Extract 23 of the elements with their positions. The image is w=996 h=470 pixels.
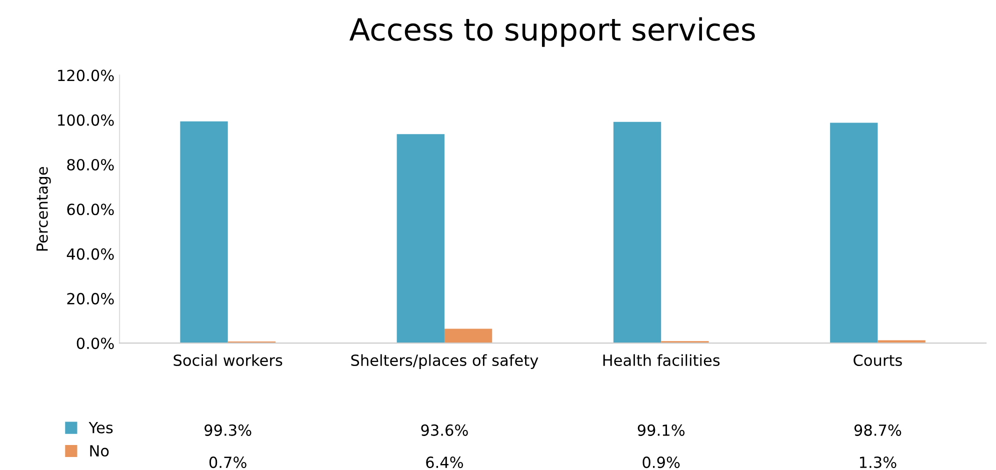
data-label: 6.4%: [426, 456, 464, 468]
y-tick-label: 80.0%: [67, 158, 114, 171]
chart-title: Access to support services: [349, 17, 755, 47]
y-tick-label: 120.0%: [58, 70, 114, 82]
y-tick-label: 60.0%: [67, 204, 114, 216]
data-label: 99.3%: [204, 424, 252, 436]
x-tick-label: Health facilities: [603, 354, 720, 366]
data-label: 0.7%: [209, 456, 246, 468]
y-tick-label: 0.0%: [76, 338, 114, 350]
data-label: 98.7%: [854, 424, 902, 436]
x-tick-label: Courts: [854, 354, 902, 366]
data-label: 1.3%: [860, 456, 896, 468]
x-tick-label: Shelters/places of safety: [351, 354, 538, 369]
data-label: 99.1%: [638, 424, 685, 436]
y-tick-label: 40.0%: [66, 248, 114, 260]
data-label: 93.6%: [421, 424, 468, 436]
y-axis-title: Percentage: [36, 167, 51, 251]
data-label: 0.9%: [642, 456, 680, 468]
y-tick-label: 20.0%: [67, 292, 114, 304]
x-tick-label: Social workers: [174, 354, 282, 366]
legend-label: Yes: [88, 422, 113, 434]
legend-label: No: [90, 445, 109, 457]
y-tick-label: 100.0%: [58, 114, 114, 126]
